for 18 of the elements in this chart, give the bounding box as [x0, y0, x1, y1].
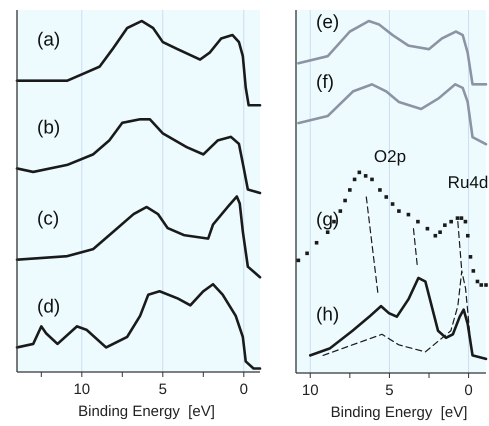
x-tick-label: 0: [464, 382, 473, 399]
series-label: (g): [316, 209, 340, 230]
series-label: (h): [316, 304, 340, 326]
series-label: (e): [316, 12, 340, 34]
series-label: (a): [37, 30, 60, 51]
series-label: (f): [316, 72, 334, 94]
x-axis-title: Binding Energy [eV]: [330, 404, 468, 421]
series-label: (c): [37, 208, 60, 230]
series-label: (b): [37, 117, 60, 138]
series-label: (d): [37, 296, 60, 318]
x-tick-label: 0: [240, 381, 248, 398]
x-axis-title: Binding Energy [eV]: [78, 403, 215, 420]
x-tick-label: 5: [158, 381, 167, 398]
x-tick-label: 5: [385, 382, 394, 399]
annotation: Ru4d: [448, 173, 488, 192]
x-tick-label: 10: [73, 381, 90, 398]
annotation: O2p: [374, 147, 406, 166]
x-tick-label: 10: [302, 382, 319, 399]
